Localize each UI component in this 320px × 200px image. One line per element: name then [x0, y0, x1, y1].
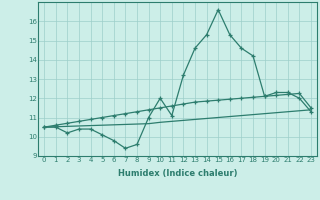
X-axis label: Humidex (Indice chaleur): Humidex (Indice chaleur) — [118, 169, 237, 178]
